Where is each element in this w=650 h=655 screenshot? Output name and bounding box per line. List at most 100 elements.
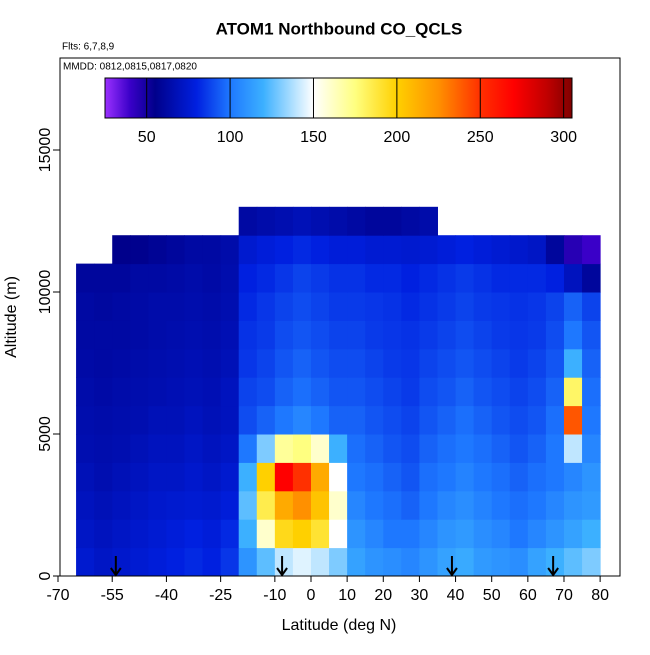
heatmap-cell: [437, 490, 457, 520]
heatmap-cell: [202, 490, 222, 520]
arrow-marker: [446, 556, 458, 577]
heatmap-cell: [238, 320, 258, 350]
heatmap-cell: [437, 405, 457, 435]
heatmap-cell: [329, 547, 348, 577]
arrow-head: [446, 567, 458, 577]
heatmap-cell: [292, 206, 312, 236]
heatmap-cell: [437, 320, 457, 350]
heatmap-cell: [419, 462, 438, 492]
heatmap-cell: [112, 377, 131, 407]
heatmap-cell: [545, 547, 565, 577]
heatmap-cell: [419, 405, 438, 435]
heatmap-cell: [329, 377, 348, 407]
heatmap-cell: [292, 235, 312, 265]
heatmap-cell: [184, 519, 204, 549]
heatmap-cell: [274, 434, 294, 463]
heatmap-cell: [509, 547, 529, 577]
heatmap-cell: [419, 348, 438, 378]
heatmap-cell: [112, 490, 131, 520]
heatmap-cell: [166, 547, 185, 577]
heatmap-cell: [582, 292, 601, 321]
heatmap-cell: [419, 320, 438, 350]
heatmap-cell: [419, 263, 438, 293]
heatmap-cell: [130, 462, 149, 492]
heatmap-cell: [383, 235, 402, 265]
heatmap-cell: [329, 519, 348, 549]
heatmap-cell: [202, 348, 222, 378]
heatmap-cell: [292, 434, 312, 463]
heatmap-cell: [94, 519, 113, 549]
heatmap-cell: [383, 320, 402, 350]
heatmap-cell: [437, 235, 457, 265]
heatmap-cell: [329, 235, 348, 265]
heatmap-cell: [310, 547, 330, 577]
heatmap-cell: [148, 405, 167, 435]
heatmap-cell: [347, 320, 366, 350]
heatmap-cell: [238, 547, 258, 577]
heatmap-cell: [112, 292, 131, 321]
heatmap-cell: [94, 434, 113, 463]
heatmap-cell: [527, 292, 547, 321]
heatmap-cell: [148, 490, 167, 520]
heatmap-cell: [256, 320, 276, 350]
heatmap-cell: [491, 490, 511, 520]
heatmap-cell: [383, 206, 402, 236]
heatmap-cell: [347, 547, 366, 577]
heatmap-cell: [473, 263, 493, 293]
heatmap-cell: [184, 320, 204, 350]
heatmap-cell: [94, 377, 113, 407]
heatmap-cell: [94, 405, 113, 435]
heatmap-cell: [419, 377, 438, 407]
heatmap-cell: [401, 547, 420, 577]
heatmap-cell: [365, 348, 384, 378]
heatmap-cell: [148, 348, 167, 378]
heatmap-cell: [527, 547, 547, 577]
heatmap-cell: [112, 405, 131, 435]
heatmap-cell: [310, 519, 330, 549]
heatmap-cell: [365, 547, 384, 577]
heatmap-cell: [220, 377, 240, 407]
heatmap-cell: [491, 462, 511, 492]
heatmap-cell: [401, 263, 420, 293]
heatmap-cell: [202, 547, 222, 577]
heatmap-cell: [292, 547, 312, 577]
heatmap-cell: [148, 519, 167, 549]
heatmap-cell: [383, 434, 402, 463]
heatmap-cell: [238, 206, 258, 236]
heatmap-cell: [292, 348, 312, 378]
heatmap-cell: [76, 490, 95, 520]
heatmap-cell: [220, 405, 240, 435]
colorbar-tick-label: 300: [550, 129, 577, 146]
heatmap-cell: [329, 405, 348, 435]
heatmap-cell: [256, 206, 276, 236]
heatmap-cell: [94, 348, 113, 378]
heatmap-cell: [112, 547, 131, 577]
heatmap-cell: [527, 320, 547, 350]
heatmap-cell: [419, 235, 438, 265]
heatmap-cell: [238, 263, 258, 293]
heatmap-cell: [545, 348, 565, 378]
heatmap-cell: [455, 434, 475, 463]
heatmap-cell: [437, 348, 457, 378]
heatmap-cell: [347, 348, 366, 378]
heatmap-cell: [274, 320, 294, 350]
heatmap-cell: [455, 547, 475, 577]
heatmap-cell: [274, 206, 294, 236]
heatmap-cell: [527, 235, 547, 265]
heatmap-cell: [166, 405, 185, 435]
heatmap-cell: [238, 434, 258, 463]
heatmap-cell: [455, 462, 475, 492]
heatmap-cell: [292, 519, 312, 549]
heatmap-cell: [563, 490, 583, 520]
heatmap-cell: [76, 434, 95, 463]
heatmap-cell: [473, 434, 493, 463]
heatmap-cell: [274, 292, 294, 321]
heatmap-cell: [419, 292, 438, 321]
heatmap-cell: [112, 434, 131, 463]
y-tick-label: 0: [37, 571, 54, 580]
heatmap-cell: [383, 519, 402, 549]
heatmap-cell: [184, 462, 204, 492]
heatmap-cell: [274, 462, 294, 492]
x-tick-label: 50: [483, 587, 501, 604]
heatmap-cell: [527, 519, 547, 549]
